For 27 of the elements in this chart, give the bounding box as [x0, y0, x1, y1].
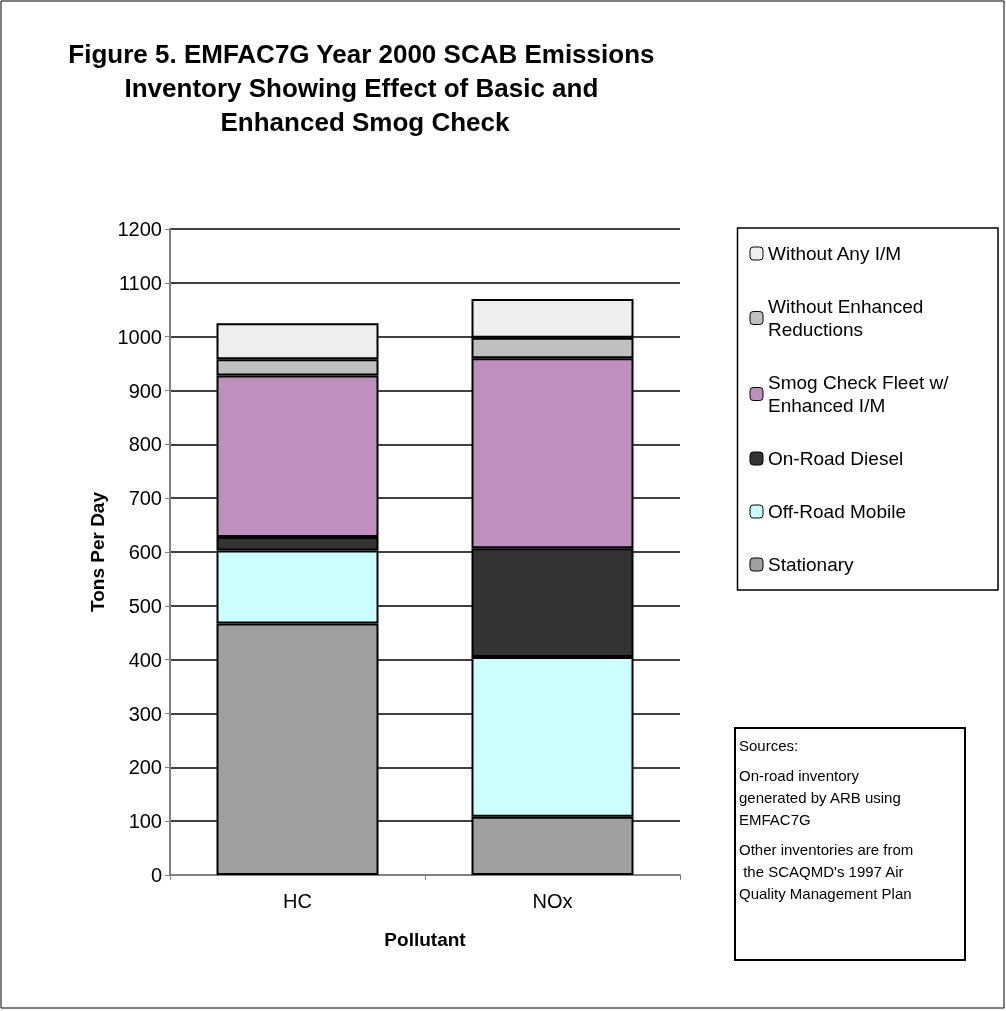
legend-label: Stationary — [768, 554, 855, 575]
y-tick-label: 200 — [128, 756, 162, 779]
text: On-road inventory generated by ARB using EMFAC7G — [739, 766, 905, 828]
x-axis-title: Pollutant — [384, 929, 467, 950]
y-tick-label: 800 — [128, 433, 162, 456]
y-tick-label: 300 — [128, 702, 162, 725]
legend-label: Without Enhanced Reductions — [768, 296, 929, 340]
y-axis-title: Tons Per Day — [86, 491, 108, 613]
y-tick-label: 1100 — [118, 271, 162, 294]
y-tick-label: 100 — [128, 810, 162, 833]
y-tick-label: 1000 — [117, 325, 162, 348]
legend-label: Without Any I/M — [768, 243, 902, 264]
y-tick-label: 0 — [150, 864, 162, 886]
legend-label: Smog Check Fleet w/Enhanced I/M — [768, 372, 950, 416]
source-note: Sources: — [739, 736, 799, 754]
text: Other inventories are from the SCAQMD's 1997 Air Quality Management Plan — [739, 840, 914, 902]
y-tick-label: 700 — [128, 487, 162, 510]
y-tick-label: 500 — [128, 594, 162, 617]
x-tick-label: HC — [283, 890, 312, 912]
y-tick-label: 600 — [128, 541, 162, 563]
chart-title: Figure 5. EMFAC7G Year 2000 SCAB Emissions Inventory Showing Effect of Basic and Enhanced Smog Check — [68, 39, 662, 137]
y-tick-label: 900 — [128, 379, 162, 402]
y-tick-label: 400 — [128, 648, 162, 671]
x-tick-label: NOx — [532, 890, 573, 912]
y-tick-label: 1200 — [117, 218, 162, 240]
legend-label: On-Road Diesel — [768, 448, 904, 469]
legend-label: Off-Road Mobile — [768, 501, 906, 522]
